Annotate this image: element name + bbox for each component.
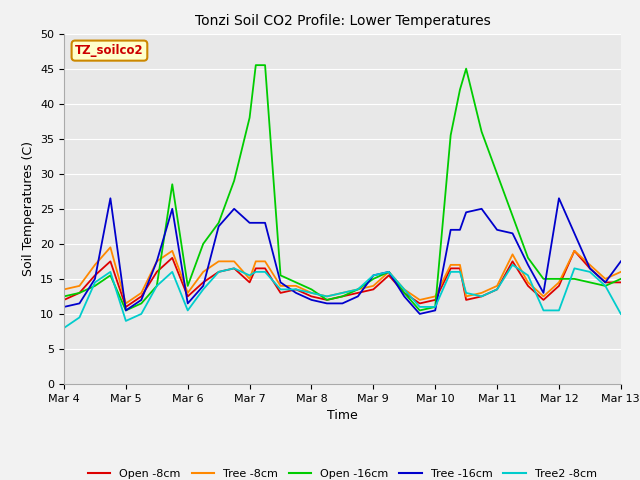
Title: Tonzi Soil CO2 Profile: Lower Temperatures: Tonzi Soil CO2 Profile: Lower Temperatur…: [195, 14, 490, 28]
Y-axis label: Soil Temperatures (C): Soil Temperatures (C): [22, 141, 35, 276]
Text: TZ_soilco2: TZ_soilco2: [75, 44, 144, 57]
Legend: Open -8cm, Tree -8cm, Open -16cm, Tree -16cm, Tree2 -8cm: Open -8cm, Tree -8cm, Open -16cm, Tree -…: [84, 465, 601, 480]
X-axis label: Time: Time: [327, 409, 358, 422]
